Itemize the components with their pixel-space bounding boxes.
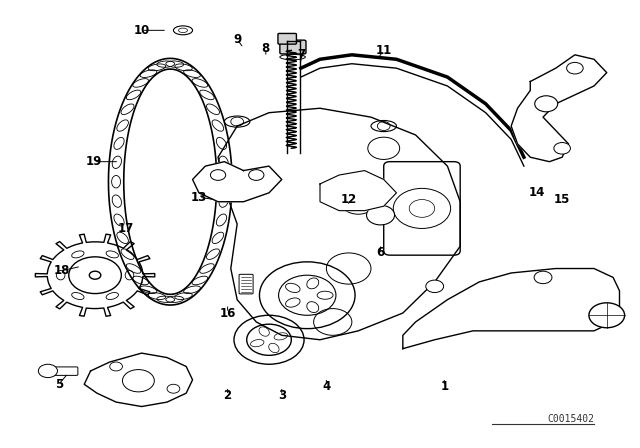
Text: 15: 15 <box>554 193 570 206</box>
Circle shape <box>211 170 226 181</box>
Text: 5: 5 <box>54 378 63 391</box>
Text: 16: 16 <box>220 306 236 319</box>
Text: 18: 18 <box>54 264 70 277</box>
Circle shape <box>534 271 552 284</box>
Text: 13: 13 <box>191 191 207 204</box>
Text: 3: 3 <box>278 389 286 402</box>
Circle shape <box>248 170 264 181</box>
Ellipse shape <box>225 116 250 127</box>
Circle shape <box>367 205 394 225</box>
Polygon shape <box>403 268 620 349</box>
Polygon shape <box>193 162 282 202</box>
Text: 1: 1 <box>440 380 449 393</box>
Text: 10: 10 <box>134 24 150 37</box>
FancyBboxPatch shape <box>280 40 306 54</box>
Polygon shape <box>511 55 607 162</box>
Circle shape <box>38 364 58 378</box>
Text: 6: 6 <box>376 246 385 259</box>
Text: 12: 12 <box>340 193 357 206</box>
Text: 11: 11 <box>376 44 392 57</box>
Text: 9: 9 <box>233 33 241 46</box>
Ellipse shape <box>371 121 396 132</box>
Circle shape <box>566 62 583 74</box>
Text: 19: 19 <box>86 155 102 168</box>
Circle shape <box>554 142 570 154</box>
Ellipse shape <box>173 26 193 35</box>
Circle shape <box>167 384 180 393</box>
Text: 2: 2 <box>223 389 232 402</box>
Circle shape <box>426 280 444 293</box>
Text: 8: 8 <box>262 42 270 55</box>
Circle shape <box>90 271 100 279</box>
Text: 14: 14 <box>529 186 545 199</box>
Text: 4: 4 <box>323 380 330 393</box>
FancyBboxPatch shape <box>278 34 296 44</box>
Ellipse shape <box>280 54 305 60</box>
Circle shape <box>535 96 557 112</box>
FancyBboxPatch shape <box>239 274 253 294</box>
Text: 17: 17 <box>118 222 134 235</box>
Circle shape <box>589 303 625 328</box>
Text: C0015402: C0015402 <box>547 414 594 424</box>
Polygon shape <box>320 171 396 211</box>
Polygon shape <box>84 353 193 406</box>
Text: 7: 7 <box>297 48 305 61</box>
Circle shape <box>109 362 122 371</box>
FancyBboxPatch shape <box>47 367 78 375</box>
FancyBboxPatch shape <box>211 182 225 199</box>
